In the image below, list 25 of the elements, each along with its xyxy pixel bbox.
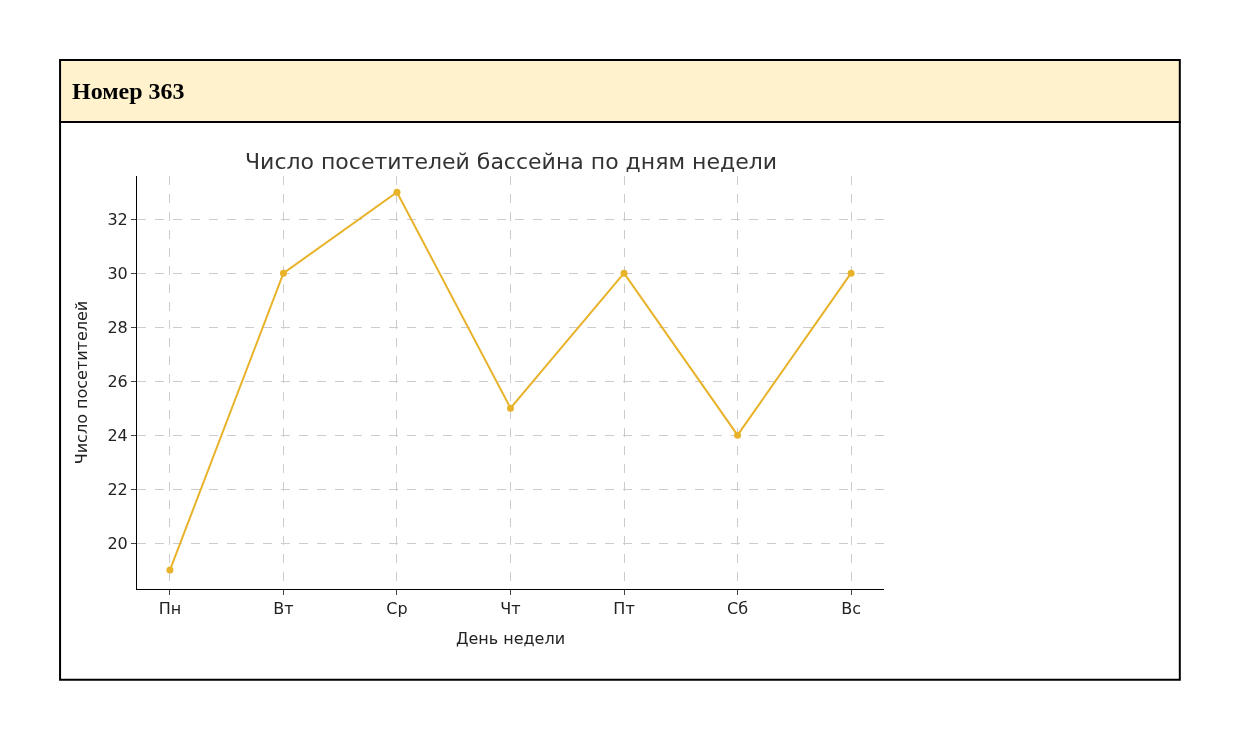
x-tick-label: Вт <box>273 599 294 619</box>
x-axis-title: День недели <box>455 628 566 648</box>
y-tick-label: 20 <box>107 533 128 553</box>
chart-title: Число посетителей бассейна по дням недели <box>245 149 778 174</box>
x-tick-label: Чт <box>500 599 521 619</box>
x-tick-label: Сб <box>727 599 749 619</box>
y-tick-label: 30 <box>107 263 128 283</box>
point <box>620 269 628 277</box>
point <box>166 566 174 574</box>
y-tick-label: 32 <box>107 209 128 229</box>
text: Номер 363 <box>72 78 185 104</box>
y-tick-label: 28 <box>107 317 128 337</box>
point <box>393 188 401 196</box>
point <box>734 431 742 439</box>
point <box>279 269 287 277</box>
y-tick-label: 24 <box>107 425 128 445</box>
y-tick-label: 22 <box>107 479 128 499</box>
x-tick-label: Вс <box>841 599 861 619</box>
y-tick-label: 26 <box>107 371 128 391</box>
x-tick-label: Пт <box>613 599 635 619</box>
x-tick-label: Ср <box>386 599 408 619</box>
x-tick-label: Пн <box>158 599 182 619</box>
y-axis-title: Число посетителей <box>72 300 92 465</box>
point <box>847 269 855 277</box>
point <box>507 404 514 412</box>
